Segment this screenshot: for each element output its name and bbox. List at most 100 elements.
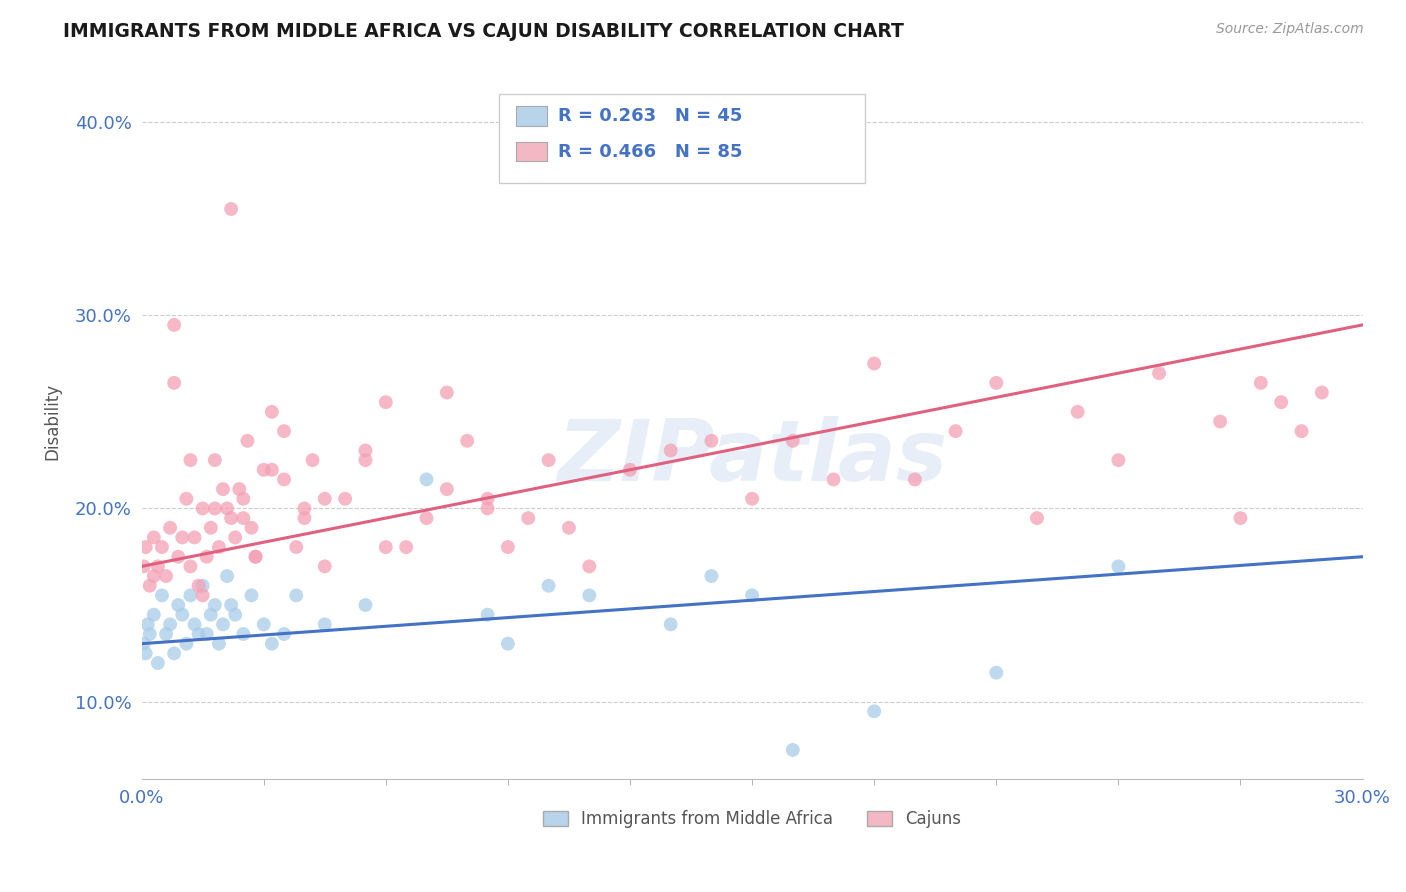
Point — [163, 376, 186, 390]
Point — [436, 482, 458, 496]
Point — [273, 627, 295, 641]
Point — [314, 491, 336, 506]
Point — [195, 549, 218, 564]
Point — [333, 491, 356, 506]
Point — [354, 453, 377, 467]
Point — [260, 405, 283, 419]
Point — [294, 501, 316, 516]
Point — [558, 521, 581, 535]
Point — [179, 559, 201, 574]
Point — [477, 501, 499, 516]
Point — [863, 704, 886, 718]
Point — [354, 598, 377, 612]
Point — [232, 627, 254, 641]
Y-axis label: Disability: Disability — [44, 383, 60, 460]
Point — [176, 637, 198, 651]
Point — [863, 357, 886, 371]
Point — [208, 540, 231, 554]
Point — [253, 463, 276, 477]
Point — [150, 588, 173, 602]
Point — [217, 501, 239, 516]
Point — [146, 656, 169, 670]
Point — [163, 646, 186, 660]
Point — [219, 598, 242, 612]
Point — [260, 637, 283, 651]
Point — [741, 491, 763, 506]
Point — [782, 434, 804, 448]
Point — [496, 540, 519, 554]
Point — [285, 588, 308, 602]
Point — [228, 482, 250, 496]
Point — [659, 443, 682, 458]
Legend: Immigrants from Middle Africa, Cajuns: Immigrants from Middle Africa, Cajuns — [537, 804, 967, 835]
Point — [294, 511, 316, 525]
Text: IMMIGRANTS FROM MIDDLE AFRICA VS CAJUN DISABILITY CORRELATION CHART: IMMIGRANTS FROM MIDDLE AFRICA VS CAJUN D… — [63, 22, 904, 41]
Point — [163, 318, 186, 332]
Point — [986, 665, 1008, 680]
Point — [578, 559, 600, 574]
Point — [904, 473, 927, 487]
Point — [200, 521, 222, 535]
Point — [139, 579, 162, 593]
Point — [986, 376, 1008, 390]
Text: R = 0.263   N = 45: R = 0.263 N = 45 — [558, 107, 742, 125]
Point — [477, 607, 499, 622]
Point — [823, 473, 845, 487]
Point — [1107, 453, 1129, 467]
Point — [195, 627, 218, 641]
Point — [204, 598, 226, 612]
Point — [782, 743, 804, 757]
Point — [167, 598, 190, 612]
Point — [1250, 376, 1272, 390]
Point — [217, 569, 239, 583]
Point — [260, 463, 283, 477]
Point — [415, 511, 437, 525]
Point — [176, 491, 198, 506]
Point — [191, 579, 214, 593]
Point — [240, 521, 263, 535]
Point — [496, 637, 519, 651]
Point — [179, 453, 201, 467]
Point — [187, 579, 209, 593]
Point — [150, 540, 173, 554]
Text: R = 0.466   N = 85: R = 0.466 N = 85 — [558, 143, 742, 161]
Point — [301, 453, 323, 467]
Point — [354, 443, 377, 458]
Point — [477, 491, 499, 506]
Point — [374, 540, 396, 554]
Point — [1291, 424, 1313, 438]
Point — [219, 511, 242, 525]
Point — [700, 434, 723, 448]
Point — [187, 627, 209, 641]
Point — [1270, 395, 1292, 409]
Point — [212, 482, 235, 496]
Point — [183, 530, 205, 544]
Point — [172, 530, 194, 544]
Point — [200, 607, 222, 622]
Point — [537, 579, 560, 593]
Point — [1026, 511, 1049, 525]
Point — [517, 511, 540, 525]
Point — [285, 540, 308, 554]
Point — [212, 617, 235, 632]
Point — [741, 588, 763, 602]
Point — [208, 637, 231, 651]
Point — [1147, 366, 1170, 380]
Point — [224, 607, 246, 622]
Point — [236, 434, 259, 448]
Point — [204, 453, 226, 467]
Point — [314, 559, 336, 574]
Point — [132, 637, 155, 651]
Point — [224, 530, 246, 544]
Point — [183, 617, 205, 632]
Point — [1310, 385, 1333, 400]
Text: Source: ZipAtlas.com: Source: ZipAtlas.com — [1216, 22, 1364, 37]
Point — [273, 473, 295, 487]
Point — [240, 588, 263, 602]
Point — [395, 540, 418, 554]
Point — [219, 202, 242, 216]
Point — [456, 434, 478, 448]
Point — [191, 588, 214, 602]
Point — [204, 501, 226, 516]
Point — [945, 424, 967, 438]
